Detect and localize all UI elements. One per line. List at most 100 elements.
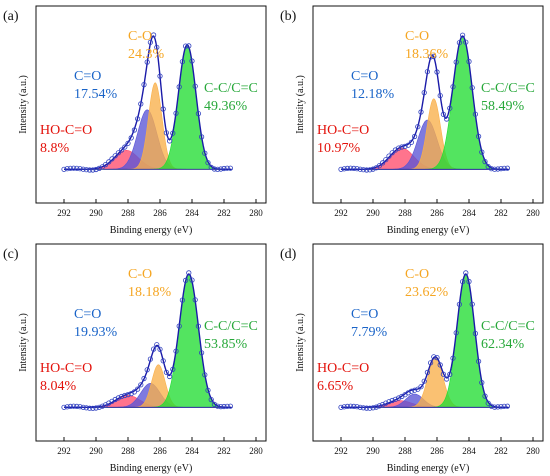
raw-data-point (202, 150, 208, 156)
x-tick-label: 288 (398, 446, 412, 456)
raw-data-point (195, 111, 201, 117)
raw-data-point (364, 167, 370, 173)
raw-data-point (424, 369, 430, 375)
raw-data-point (460, 279, 466, 285)
raw-data-point (344, 403, 351, 409)
component-percent: 10.97% (317, 141, 361, 156)
raw-data-point (495, 404, 501, 410)
raw-data-point (418, 109, 424, 115)
raw-data-point (498, 404, 504, 410)
raw-data-point (211, 166, 217, 172)
raw-data-point (488, 403, 494, 409)
chart-panel: 292 290 288 286 284 282 280 Binding energy (eV)… (3, 5, 267, 236)
raw-data-point (115, 150, 122, 156)
raw-data-point (183, 277, 189, 284)
raw-data-point (424, 69, 430, 75)
raw-data-point (376, 403, 383, 409)
raw-data-point (147, 39, 153, 45)
component-percent: 62.34% (481, 337, 525, 352)
raw-data-point (71, 165, 77, 171)
component-label: HO-C=O (317, 123, 369, 138)
component-percent: 18.18% (128, 285, 172, 300)
raw-data-point (357, 404, 363, 410)
raw-data-point (221, 165, 227, 172)
raw-data-point (90, 405, 96, 411)
raw-data-point (176, 323, 182, 329)
x-tick-label: 284 (185, 446, 199, 456)
raw-data-point (463, 270, 469, 276)
raw-data-point (344, 165, 351, 171)
raw-data-point (383, 157, 389, 163)
raw-data-point (71, 403, 77, 409)
raw-data-point (444, 116, 450, 122)
component-label: C-C/C=C (204, 81, 258, 96)
raw-data-point (370, 405, 376, 411)
x-tick-label: 292 (334, 208, 348, 218)
raw-data-point (80, 166, 86, 172)
component-percent: 18.36% (405, 47, 449, 62)
x-tick-label: 290 (366, 446, 380, 456)
plot-frame (35, 243, 267, 442)
component-label: C=O (74, 69, 101, 84)
raw-data-point (492, 166, 498, 172)
component-percent: 23.62% (405, 285, 449, 300)
raw-data-point (167, 373, 173, 380)
raw-data-point (179, 59, 185, 65)
raw-data-point (218, 404, 224, 410)
raw-data-point (195, 323, 201, 329)
raw-data-point (80, 404, 86, 410)
raw-data-point (367, 167, 373, 173)
raw-data-point (450, 84, 456, 90)
raw-data-point (83, 405, 90, 411)
raw-data-point (154, 44, 160, 50)
y-axis-label: Intensity (a.u.) (18, 313, 29, 372)
raw-data-point (504, 165, 510, 171)
x-axis-label: Binding energy (eV) (110, 225, 193, 236)
raw-data-point (453, 330, 459, 336)
raw-data-point (199, 134, 205, 140)
component-label: C=O (351, 307, 378, 322)
raw-data-point (472, 330, 478, 337)
raw-data-point (434, 355, 440, 361)
raw-data-point (396, 395, 402, 401)
raw-data-point (472, 111, 478, 117)
raw-data-point (119, 393, 125, 400)
raw-data-point (199, 350, 205, 356)
component-percent: 24.3% (128, 47, 165, 62)
x-tick-label: 284 (185, 208, 199, 218)
raw-data-point (128, 135, 134, 141)
raw-data-point (115, 395, 122, 401)
plot-frame (35, 5, 267, 204)
x-tick-label: 286 (153, 208, 167, 218)
raw-data-point (90, 167, 96, 173)
chart-panel: 292 290 288 286 284 282 280 Binding energy (eV)… (280, 5, 544, 236)
raw-data-point (501, 165, 507, 171)
raw-data-point (501, 403, 507, 409)
raw-data-point (173, 110, 179, 116)
raw-data-point (192, 83, 198, 89)
raw-data-point (215, 166, 221, 172)
raw-data-point (186, 270, 192, 276)
raw-data-point (376, 163, 383, 169)
raw-data-point (176, 84, 182, 90)
raw-data-point (119, 147, 125, 153)
raw-data-point (160, 106, 166, 112)
raw-data-point (218, 166, 224, 172)
raw-data-point (360, 405, 367, 411)
raw-data-point (157, 73, 163, 79)
component-label: C-O (405, 267, 429, 282)
raw-data-point (415, 124, 421, 130)
raw-data-point (421, 90, 427, 96)
raw-data-point (74, 403, 80, 409)
x-tick-label: 280 (249, 446, 263, 456)
raw-data-point (488, 166, 494, 172)
x-tick-label: 290 (89, 446, 103, 456)
raw-data-point (151, 32, 157, 38)
panel-label: (a) (3, 9, 19, 24)
raw-data-point (341, 404, 347, 410)
x-tick-label: 292 (57, 208, 71, 218)
component-label: C-O (405, 29, 429, 44)
raw-data-point (408, 139, 414, 145)
raw-data-point (122, 392, 128, 399)
raw-data-point (380, 402, 386, 408)
